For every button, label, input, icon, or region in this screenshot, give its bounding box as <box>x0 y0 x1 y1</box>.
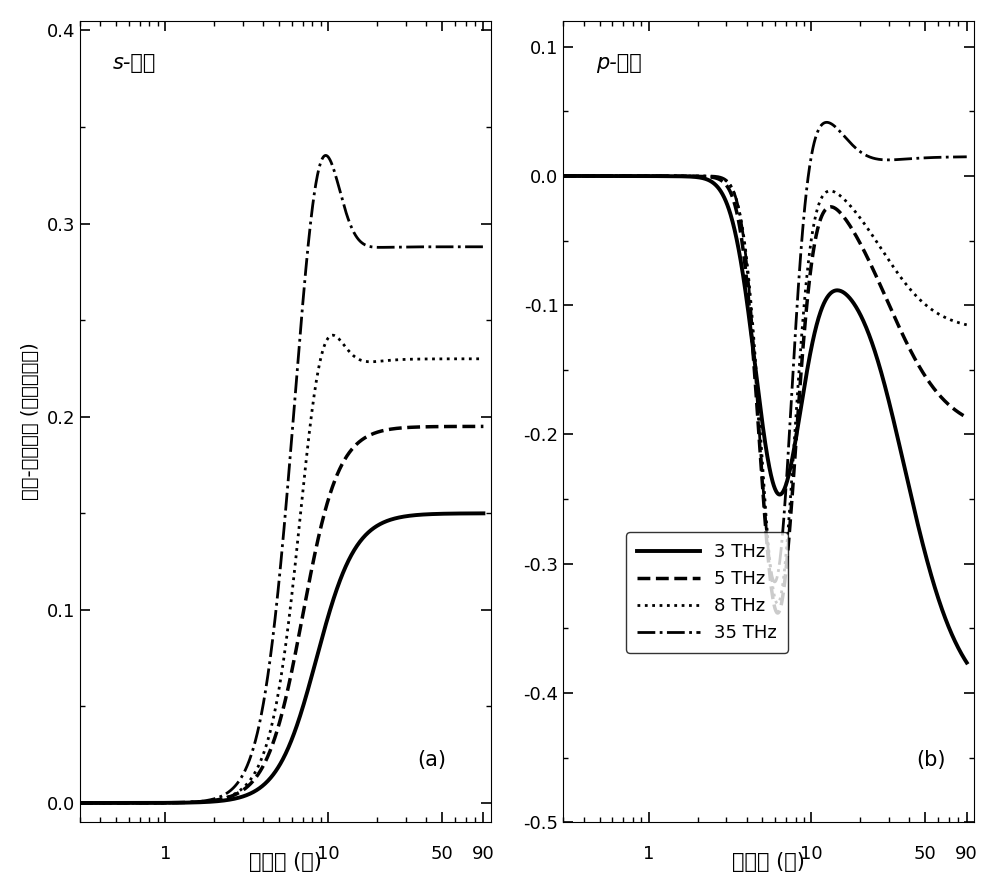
Text: 90: 90 <box>955 845 978 863</box>
Y-axis label: 吉斯-汉欣位移 (单位：波长): 吉斯-汉欣位移 (单位：波长) <box>21 343 40 500</box>
Text: 10: 10 <box>317 845 339 863</box>
Text: 50: 50 <box>914 845 937 863</box>
Text: p-极化: p-极化 <box>596 53 642 73</box>
Text: 50: 50 <box>430 845 453 863</box>
X-axis label: 入射角 (度): 入射角 (度) <box>249 852 322 872</box>
Text: 1: 1 <box>643 845 654 863</box>
Text: (b): (b) <box>917 750 946 770</box>
Legend: 3 THz, 5 THz, 8 THz, 35 THz: 3 THz, 5 THz, 8 THz, 35 THz <box>626 532 788 653</box>
Text: (a): (a) <box>417 750 446 770</box>
Text: 1: 1 <box>160 845 171 863</box>
X-axis label: 入射角 (度): 入射角 (度) <box>732 852 805 872</box>
Text: 90: 90 <box>472 845 495 863</box>
Text: 10: 10 <box>800 845 823 863</box>
Text: s-极化: s-极化 <box>113 53 156 73</box>
